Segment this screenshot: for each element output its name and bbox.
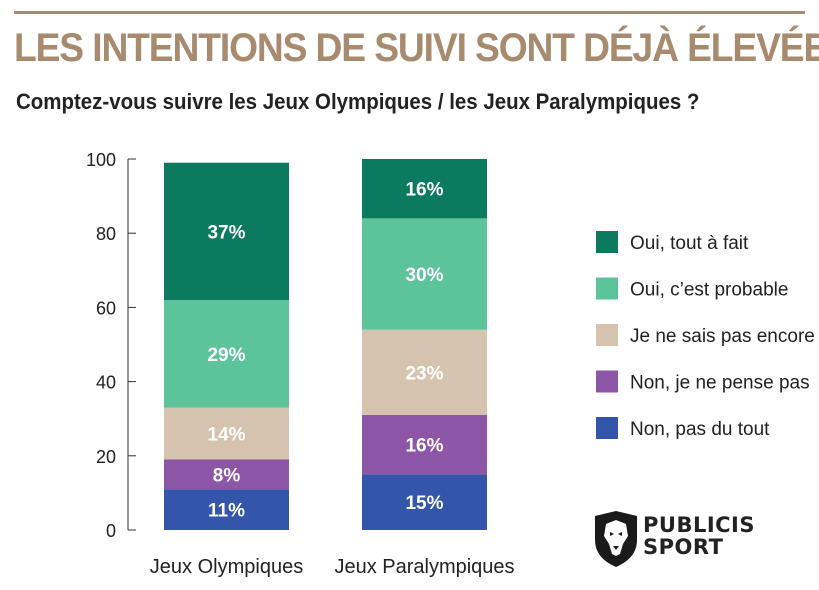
x-category-label: Jeux Paralympiques <box>334 556 514 578</box>
y-tick-label: 80 <box>96 224 116 244</box>
bar-segment <box>362 159 487 219</box>
bar-segment <box>164 407 289 460</box>
legend-swatch <box>596 417 618 439</box>
bar-segment <box>362 218 487 330</box>
y-tick-label: 0 <box>106 521 116 541</box>
legend-swatch <box>596 277 618 300</box>
logo-line-1: PUBLICIS <box>643 513 755 537</box>
bar-value-label: 14% <box>207 425 245 446</box>
publicis-sport-logo: PUBLICIS SPORT <box>593 510 758 570</box>
bar-value-label: 8% <box>213 465 241 486</box>
bar-segment <box>164 299 289 408</box>
bar-segment <box>362 414 487 475</box>
bar-value-label: 16% <box>405 180 443 201</box>
legend-label: Oui, tout à fait <box>630 233 749 254</box>
chart-subtitle: Comptez-vous suivre les Jeux Olympiques … <box>16 89 700 114</box>
x-category-label: Jeux Olympiques <box>150 556 303 578</box>
bar-segment <box>362 474 487 530</box>
bar-value-label: 11% <box>208 501 245 522</box>
bar-segment <box>362 329 487 415</box>
legend-label: Oui, c’est probable <box>630 280 788 301</box>
bar-value-label: 30% <box>405 265 443 286</box>
legend-label: Je ne sais pas encore <box>630 326 815 347</box>
bar-value-label: 29% <box>207 345 245 366</box>
legend-swatch <box>596 231 618 253</box>
legend-label: Non, pas du tout <box>630 419 770 440</box>
legend-swatch <box>596 324 618 346</box>
bar-segment <box>164 162 289 300</box>
legend-label: Non, je ne pense pas <box>630 373 810 394</box>
logo-line-2: SPORT <box>643 535 724 559</box>
bar-value-label: 16% <box>405 436 443 457</box>
chart-title: LES INTENTIONS DE SUIVI SONT DÉJÀ ÉLEVÉE… <box>14 26 819 70</box>
y-tick-label: 100 <box>86 150 116 170</box>
bar-segment <box>164 489 289 530</box>
y-tick-label: 40 <box>96 373 116 393</box>
bar-value-label: 15% <box>405 493 443 514</box>
lion-head-icon <box>595 511 637 567</box>
legend-swatch <box>596 370 618 393</box>
y-tick-label: 60 <box>96 298 116 318</box>
bar-value-label: 23% <box>405 363 443 384</box>
bar-segment <box>164 459 289 490</box>
bar-value-label: 37% <box>207 222 245 243</box>
y-tick-label: 20 <box>96 447 116 467</box>
top-rule <box>14 11 805 14</box>
